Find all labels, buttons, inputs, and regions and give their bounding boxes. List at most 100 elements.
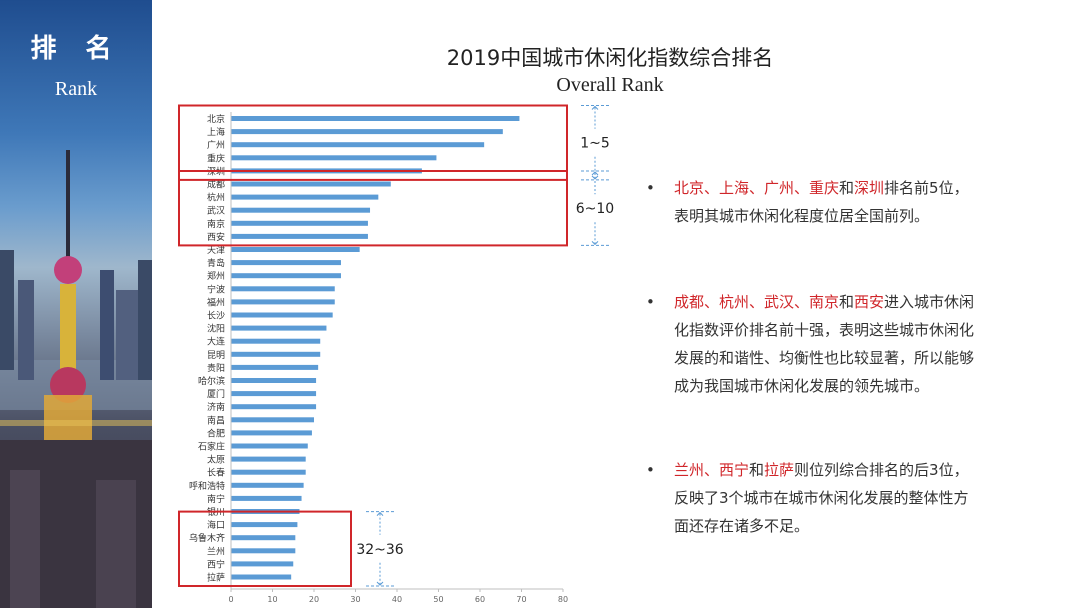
category-label: 天津 [207,245,225,256]
category-label: 兰州 [207,545,225,557]
range-arrow-head [376,581,384,586]
bar [231,325,327,331]
bar [231,299,335,305]
category-label: 哈尔滨 [198,375,225,387]
x-tick-label: 40 [392,595,402,604]
bar [231,142,485,148]
category-label: 长春 [207,467,225,479]
bar [231,116,520,121]
range-label: 32~36 [356,542,403,558]
bar [231,338,321,344]
bar [231,522,298,528]
bar [231,247,360,252]
bullet-dot: • [646,179,655,197]
category-label: 沈阳 [207,323,225,335]
category-label: 呼和浩特 [189,480,225,492]
bar [231,286,335,292]
category-label: 海口 [207,519,225,531]
bar [231,443,308,449]
category-label: 石家庄 [198,441,225,453]
bar [231,404,317,410]
x-tick-label: 80 [558,595,568,604]
range-label: 1~5 [580,136,610,152]
chart-subtitle: Overall Rank [556,74,664,96]
x-tick-label: 30 [350,595,360,604]
category-label: 上海 [207,126,225,138]
bullet-text-segment: 排名前5位，表明其城市休闲化程度位居全国前列。 [674,179,969,225]
group-highlight-box [178,170,568,247]
category-label: 贵阳 [207,362,225,374]
category-label: 广州 [207,139,225,151]
x-tick-label: 20 [309,595,319,604]
category-label: 青岛 [207,257,225,269]
x-tick-label: 60 [475,595,485,604]
highlighted-city-text: 拉萨 [764,461,795,479]
bar [231,129,503,135]
bar [231,495,302,501]
category-label: 拉萨 [207,572,225,584]
category-label: 福州 [207,296,225,308]
bullet-item: • 兰州、西宁和拉萨则位列综合排名的后3位，反映了3个城市在城市休闲化发展的整体性… [646,456,980,540]
range-arrow-head [591,241,599,246]
bar [231,378,317,383]
bar [231,155,437,161]
sidebar-subtitle: Rank [54,78,98,100]
x-tick-label: 0 [228,595,233,604]
highlighted-city-text: 成都、杭州、武汉、南京 [674,293,840,311]
category-label: 西安 [207,231,225,243]
bullet-text: 兰州、西宁和拉萨则位列综合排名的后3位，反映了3个城市在城市休闲化发展的整体性方… [674,456,980,540]
category-label: 西宁 [207,558,225,570]
bar [231,482,304,488]
category-label: 南京 [207,218,225,230]
category-label: 乌鲁木齐 [189,532,225,544]
bar [231,417,314,423]
bar [231,312,333,318]
bar [231,456,306,462]
category-label: 长沙 [207,310,225,322]
range-arrow-head [376,511,384,516]
sidebar: 排 名 Rank [0,0,152,608]
bar [231,548,296,554]
bar [231,260,341,266]
group-highlight-box [178,104,568,181]
highlighted-city-text: 深圳 [854,179,885,197]
category-label: 杭州 [207,192,225,204]
bullet-text-segment: 和 [749,461,765,479]
bar [231,181,391,187]
bar [231,391,317,397]
category-label: 宁波 [207,283,225,295]
highlighted-city-text: 西安 [854,293,885,311]
range-label: 6~10 [576,201,614,217]
bar [231,233,368,239]
bar [231,351,321,357]
x-tick-label: 70 [516,595,526,604]
bullet-text-segment: 进入城市休闲化指数评价排名前十强，表明这些城市休闲化发展的和谐性、均衡性也比较显… [674,293,975,395]
bullet-text: 北京、上海、广州、重庆和深圳排名前5位，表明其城市休闲化程度位居全国前列。 [674,174,980,230]
range-arrow-head [591,171,599,176]
sidebar-title: 排 名 [30,34,122,64]
chart-title: 2019中国城市休闲化指数综合排名 [446,46,774,70]
highlighted-city-text: 兰州、西宁 [674,461,750,479]
bullet-text-segment: 和 [839,179,855,197]
x-tick-label: 10 [267,595,277,604]
bar [231,535,296,541]
bullet-item: • 北京、上海、广州、重庆和深圳排名前5位，表明其城市休闲化程度位居全国前列。 [646,174,980,230]
category-label: 武汉 [207,205,225,217]
category-label: 南昌 [207,414,225,426]
category-label: 太原 [207,454,225,466]
category-label: 成都 [207,179,225,191]
bullet-dot: • [646,293,655,311]
bar [231,220,368,226]
x-tick-label: 50 [433,595,443,604]
category-label: 厦门 [207,388,225,400]
group-highlight-box [178,510,352,588]
highlighted-city-text: 北京、上海、广州、重庆 [674,179,840,197]
bullet-text-segment: 则位列综合排名的后3位，反映了3个城市在城市休闲化发展的整体性方面还存在诸多不足… [674,461,969,535]
bullet-text-segment: 和 [839,293,855,311]
category-label: 重庆 [207,152,225,164]
bullet-text: 成都、杭州、武汉、南京和西安进入城市休闲化指数评价排名前十强，表明这些城市休闲化… [674,288,980,400]
bar [231,430,312,436]
bar [231,364,319,370]
category-label: 南宁 [207,493,225,505]
